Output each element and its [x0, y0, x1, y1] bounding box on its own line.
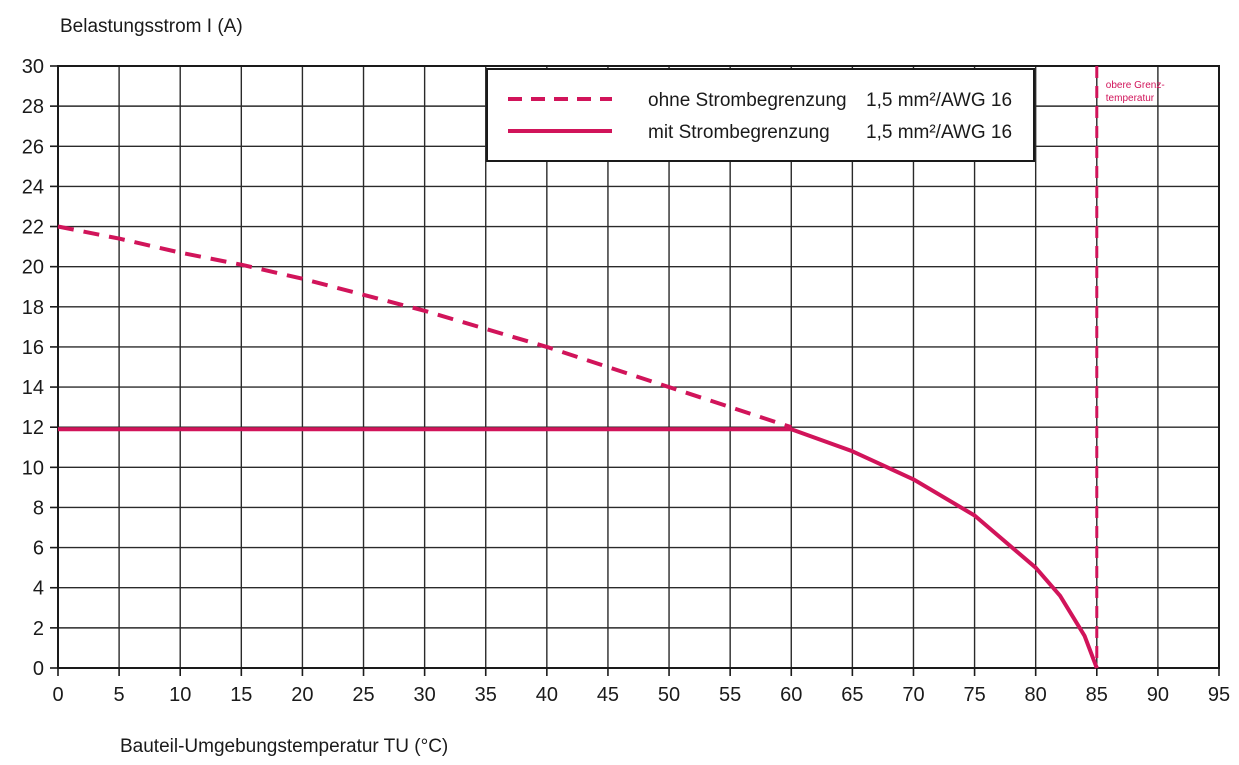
y-tick-label: 12 [22, 417, 44, 439]
annotation-layer: obere Grenz-temperatur [1095, 66, 1165, 668]
legend-spec-mit-strombegrenzung: 1,5 mm²/AWG 16 [866, 122, 1012, 143]
y-tick-label: 8 [33, 497, 44, 519]
y-axis-title: Belastungsstrom I (A) [60, 16, 243, 37]
x-tick-label: 80 [1025, 684, 1047, 706]
x-tick-label: 35 [475, 684, 497, 706]
legend-label-mit-strombegrenzung: mit Strombegrenzung [648, 122, 830, 143]
series-line-mit-strombegrenzung [58, 427, 1099, 669]
y-tick-label: 16 [22, 337, 44, 359]
limit-temperature-label: obere Grenz-temperatur [1106, 80, 1165, 104]
x-tick-label: 75 [963, 684, 985, 706]
y-tick-label: 10 [22, 457, 44, 479]
legend-label-ohne-strombegrenzung: ohne Strombegrenzung [648, 90, 847, 111]
x-tick-label: 95 [1208, 684, 1230, 706]
legend-box [486, 68, 1035, 162]
x-axis-ticks: 0 5 10 15 20 25 30 35 40 45 50 55 60 65 70 75 80 85 90 95 [52, 668, 1230, 706]
series-line-ohne-strombegrenzung [57, 224, 792, 430]
x-tick-label: 70 [902, 684, 924, 706]
legend: ohne Strombegrenzung 1,5 mm²/AWG 16 mit … [486, 68, 1035, 162]
x-tick-label: 25 [352, 684, 374, 706]
x-tick-label: 20 [291, 684, 313, 706]
y-tick-label: 22 [22, 217, 44, 239]
y-tick-label: 6 [33, 538, 44, 560]
x-tick-label: 30 [414, 684, 436, 706]
x-tick-label: 85 [1086, 684, 1108, 706]
x-tick-label: 45 [597, 684, 619, 706]
x-tick-label: 55 [719, 684, 741, 706]
x-tick-label: 0 [52, 684, 63, 706]
y-tick-label: 2 [33, 618, 44, 640]
y-tick-label: 18 [22, 297, 44, 319]
y-tick-label: 30 [22, 56, 44, 78]
x-tick-label: 5 [114, 684, 125, 706]
x-tick-label: 15 [230, 684, 252, 706]
grid [57, 65, 1220, 669]
y-tick-label: 26 [22, 136, 44, 158]
x-tick-label: 90 [1147, 684, 1169, 706]
x-tick-label: 60 [780, 684, 802, 706]
series-layer [57, 224, 1099, 669]
y-tick-label: 14 [22, 377, 44, 399]
x-tick-label: 10 [169, 684, 191, 706]
y-tick-label: 20 [22, 257, 44, 279]
y-tick-label: 24 [22, 176, 44, 198]
x-tick-label: 50 [658, 684, 680, 706]
plot-frame [57, 65, 1220, 669]
y-tick-label: 28 [22, 96, 44, 118]
y-tick-label: 0 [33, 658, 44, 680]
y-tick-label: 4 [33, 578, 44, 600]
legend-spec-ohne-strombegrenzung: 1,5 mm²/AWG 16 [866, 90, 1012, 111]
x-axis-title: Bauteil-Umgebungstemperatur TU (°C) [120, 736, 448, 757]
x-tick-label: 40 [536, 684, 558, 706]
x-tick-label: 65 [841, 684, 863, 706]
